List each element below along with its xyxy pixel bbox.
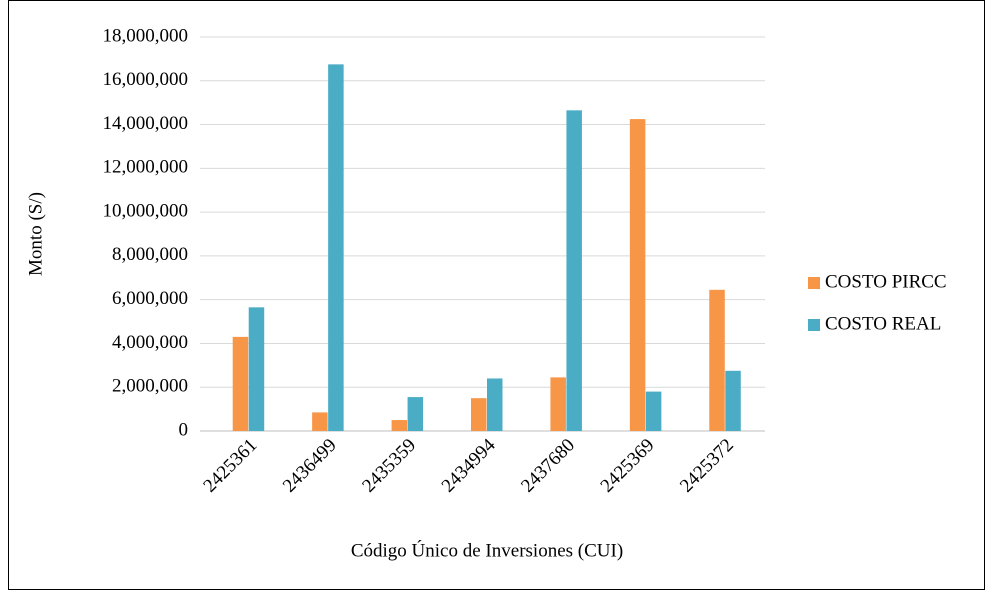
y-tick-label: 2,000,000	[112, 376, 188, 397]
bar	[471, 398, 487, 431]
bar	[550, 377, 566, 431]
bar	[407, 397, 424, 431]
bar	[709, 289, 725, 431]
y-tick-label: 6,000,000	[112, 288, 188, 309]
bar	[487, 378, 503, 431]
legend-swatch	[808, 319, 820, 331]
bar	[328, 64, 344, 431]
bar	[232, 336, 249, 431]
y-tick-label: 16,000,000	[103, 69, 189, 90]
legend-label: COSTO PIRCC	[825, 271, 947, 292]
y-tick-label: 12,000,000	[103, 157, 189, 178]
y-axis-title: Monto (S/)	[25, 192, 46, 276]
bar	[725, 370, 741, 431]
y-tick-label: 8,000,000	[112, 244, 188, 265]
y-tick-label: 18,000,000	[103, 25, 189, 46]
bar	[566, 110, 582, 432]
y-tick-label: 0	[179, 419, 189, 440]
bar	[248, 307, 265, 431]
chart-border	[8, 0, 985, 590]
y-tick-label: 14,000,000	[103, 113, 189, 134]
y-tick-label: 4,000,000	[112, 332, 188, 353]
bar	[629, 119, 646, 431]
bar	[391, 420, 408, 431]
x-axis-title: Código Único de Inversiones (CUI)	[351, 539, 623, 561]
legend-label: COSTO REAL	[825, 313, 941, 334]
bar	[312, 412, 328, 431]
bar	[645, 391, 662, 431]
y-tick-label: 10,000,000	[103, 200, 189, 221]
legend-swatch	[808, 277, 820, 289]
